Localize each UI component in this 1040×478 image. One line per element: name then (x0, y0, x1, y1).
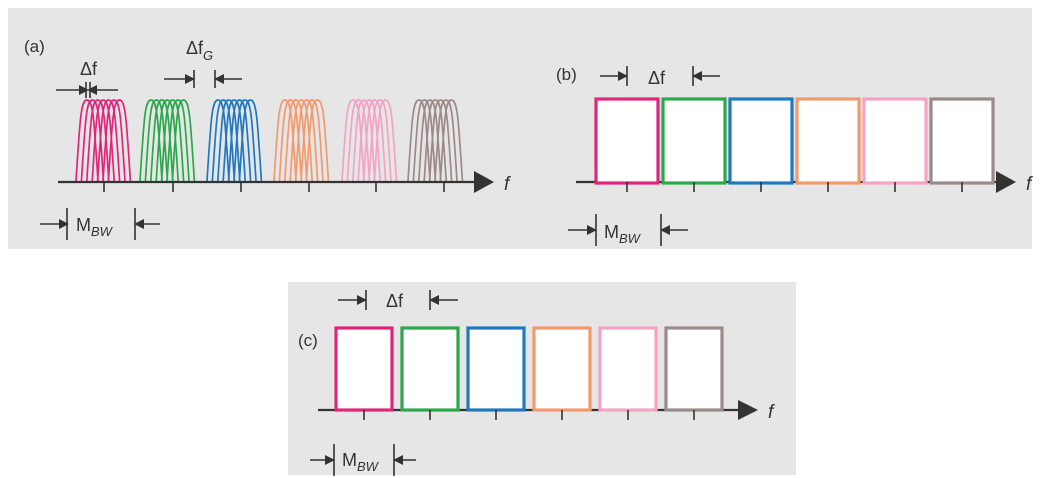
panel-a-mbw-label: MBW (76, 215, 114, 239)
subcarrier-curve (300, 99, 324, 182)
channel-box (400, 326, 460, 412)
subcarrier-curve (305, 99, 330, 182)
subcarrier-curve (434, 99, 458, 182)
panel-b-mbw-label: MBW (604, 222, 642, 246)
subcarrier-curve (160, 99, 185, 182)
subcarrier-curve (171, 99, 196, 182)
subcarrier-curve (102, 99, 126, 182)
channel-box (594, 97, 660, 185)
subcarrier-group (75, 99, 132, 182)
subcarrier-curve (238, 99, 263, 182)
panel-ab-background (8, 8, 1032, 249)
panel-a-axis-arrow (474, 171, 494, 193)
panel-a: (a) f Δf ΔfG MBW (24, 37, 511, 240)
channel-box (795, 97, 861, 185)
panel-a-subcarrier-groups (75, 99, 464, 182)
subcarrier-curve (233, 99, 257, 182)
subcarrier-curve (439, 99, 464, 182)
panel-c-delta-f-label: Δf (386, 291, 404, 311)
panel-b-label: (b) (556, 65, 577, 84)
channel-box (334, 326, 394, 412)
panel-c-channels (334, 326, 724, 412)
panel-a-axis-label: f (504, 174, 511, 195)
panel-a-ticks (103, 182, 445, 192)
panel-a-delta-fg-label: ΔfG (186, 38, 213, 63)
panel-b-delta-f-label: Δf (648, 68, 666, 88)
subcarrier-curve (368, 99, 392, 182)
panel-c-ticks (363, 410, 695, 420)
panel-b-ticks (626, 182, 963, 192)
panel-c-mbw-label: MBW (342, 450, 380, 474)
panel-a-label: (a) (24, 37, 45, 56)
channel-box (466, 326, 526, 412)
subcarrier-group (273, 99, 330, 182)
panel-c-axis-arrow (738, 400, 758, 420)
subcarrier-group (341, 99, 398, 182)
subcarrier-curve (362, 99, 387, 182)
panel-b-axis-label: f (1026, 174, 1033, 195)
channel-box (728, 97, 794, 185)
channel-box (661, 97, 727, 185)
panel-c-label: (c) (298, 331, 318, 350)
panel-b: (b) f Δf MBW (556, 65, 1033, 246)
subcarrier-curve (166, 99, 190, 182)
panel-b-axis-arrow (996, 171, 1016, 193)
panel-c-axis-label: f (768, 402, 775, 423)
channel-box (862, 97, 928, 185)
panel-a-delta-f-label: Δf (80, 59, 98, 79)
subcarrier-curve (96, 99, 121, 182)
subcarrier-curve (107, 99, 132, 182)
panel-c: (c) f Δf MBW (298, 290, 775, 476)
panel-b-channels (594, 97, 995, 185)
subcarrier-group (139, 99, 196, 182)
subcarrier-group (206, 99, 263, 182)
subcarrier-curve (294, 99, 319, 182)
channel-box (929, 97, 995, 185)
subcarrier-group (407, 99, 464, 182)
channel-box (664, 326, 724, 412)
channel-box (598, 326, 658, 412)
subcarrier-curve (428, 99, 453, 182)
subcarrier-curve (373, 99, 398, 182)
channel-box (532, 326, 592, 412)
subcarrier-curve (227, 99, 252, 182)
